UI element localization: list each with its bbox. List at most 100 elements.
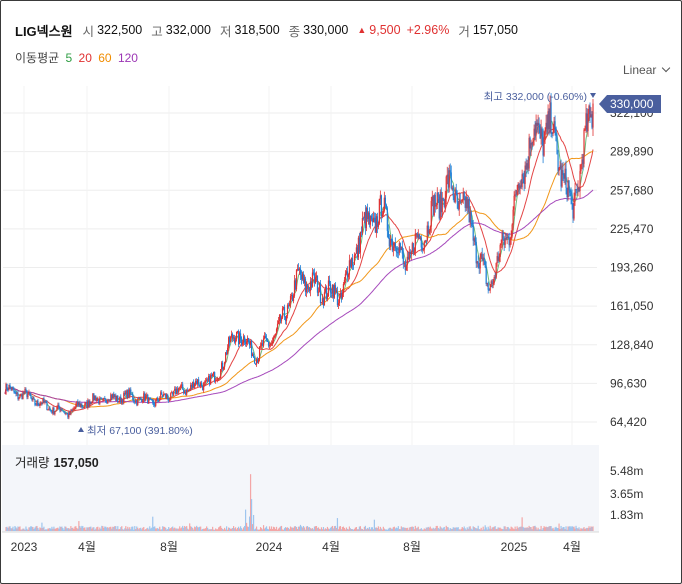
candle-body bbox=[55, 410, 57, 412]
volume-bar bbox=[556, 527, 558, 531]
candle-body bbox=[446, 174, 448, 177]
volume-bar bbox=[182, 525, 184, 531]
volume-bar bbox=[584, 528, 586, 531]
volume-bar bbox=[367, 528, 369, 531]
volume-bar bbox=[31, 526, 33, 531]
volume-bar bbox=[121, 526, 123, 531]
volume-bar bbox=[39, 527, 41, 531]
candle-body bbox=[584, 129, 586, 131]
candle-body bbox=[231, 333, 233, 337]
candle-body bbox=[125, 390, 127, 395]
candle-body bbox=[493, 277, 495, 284]
candle-body bbox=[154, 405, 156, 406]
candle-body bbox=[230, 336, 232, 343]
candle-body bbox=[44, 401, 46, 403]
candle-body bbox=[28, 392, 30, 395]
volume-bar bbox=[227, 529, 229, 531]
volume-bar bbox=[71, 527, 73, 531]
volume-bar bbox=[198, 527, 200, 531]
volume-bar bbox=[377, 526, 379, 531]
volume-bar bbox=[348, 526, 351, 531]
price-tick-label: 257,680 bbox=[610, 183, 654, 197]
volume-bar bbox=[81, 525, 83, 531]
candle-body bbox=[572, 203, 574, 219]
candle-body bbox=[563, 175, 565, 179]
candle-body bbox=[312, 272, 315, 274]
ma-120-label: 120 bbox=[117, 51, 138, 65]
candle-body bbox=[307, 288, 310, 290]
candle-body bbox=[464, 198, 466, 208]
candle-body bbox=[383, 197, 385, 211]
volume-bar bbox=[574, 528, 576, 531]
volume-bar bbox=[382, 526, 384, 531]
candle-body bbox=[352, 264, 355, 266]
volume-bar bbox=[578, 527, 580, 531]
volume-bar bbox=[366, 527, 368, 531]
volume-bar bbox=[208, 529, 210, 531]
candle-body bbox=[78, 402, 80, 406]
candle-body bbox=[188, 389, 190, 391]
volume-bar bbox=[178, 528, 180, 531]
candle-body bbox=[357, 237, 359, 258]
volume-bar bbox=[495, 528, 497, 531]
candle-body bbox=[334, 285, 337, 292]
volume-bar bbox=[5, 527, 7, 531]
candle-body bbox=[541, 128, 543, 137]
volume-bar bbox=[164, 526, 166, 531]
volume-bar bbox=[258, 529, 261, 531]
candle-body bbox=[426, 225, 428, 241]
volume-bar bbox=[46, 529, 48, 531]
candlesticks bbox=[5, 93, 594, 420]
volume-bar bbox=[492, 527, 494, 531]
candle-body bbox=[51, 411, 53, 414]
high-marker-icon bbox=[590, 93, 596, 98]
candle-body bbox=[174, 388, 176, 391]
candle-body bbox=[95, 396, 97, 402]
candle-body bbox=[568, 180, 570, 191]
volume-bar bbox=[537, 527, 539, 531]
volume-bar bbox=[563, 527, 565, 531]
candle-body bbox=[531, 142, 533, 145]
volume-bar bbox=[323, 529, 326, 531]
volume-bar bbox=[134, 526, 136, 531]
volume-bar bbox=[122, 529, 124, 531]
volume-bar bbox=[426, 527, 428, 531]
candle-body bbox=[556, 141, 558, 155]
candle-body bbox=[551, 132, 553, 134]
candle-body bbox=[244, 342, 247, 344]
candle-body bbox=[492, 283, 494, 285]
volume-bar bbox=[383, 528, 385, 531]
moving-average-legend[interactable]: 이동평균 5 20 60 120 bbox=[15, 49, 138, 66]
candle-body bbox=[224, 362, 226, 367]
candle-body bbox=[184, 391, 186, 394]
candle-body bbox=[506, 236, 508, 239]
volume-bar bbox=[149, 526, 151, 531]
candle-body bbox=[98, 398, 100, 404]
candle-body bbox=[233, 337, 235, 339]
candle-body bbox=[191, 385, 193, 388]
volume-bar bbox=[85, 529, 87, 531]
volume-bar bbox=[374, 527, 376, 531]
volume-bar bbox=[123, 529, 125, 531]
volume-bar bbox=[50, 528, 52, 531]
candle-body bbox=[340, 292, 343, 299]
candle-body bbox=[398, 243, 400, 253]
volume-bar bbox=[129, 527, 131, 531]
candle-body bbox=[534, 128, 536, 136]
volume-bar bbox=[175, 528, 177, 531]
volume-bar bbox=[352, 529, 355, 531]
price-tick-label: 289,890 bbox=[610, 145, 654, 159]
volume-bar bbox=[512, 528, 514, 531]
candle-body bbox=[564, 168, 566, 179]
volume-bar bbox=[376, 528, 378, 531]
volume-bar bbox=[132, 526, 134, 531]
candle-body bbox=[7, 389, 9, 391]
candle-body bbox=[390, 239, 392, 240]
candle-body bbox=[300, 274, 303, 280]
scale-selector[interactable]: Linear bbox=[623, 63, 671, 77]
volume-bar bbox=[461, 526, 463, 531]
candle-body bbox=[278, 315, 281, 321]
candle-body bbox=[139, 397, 141, 399]
volume-bar bbox=[577, 528, 579, 531]
